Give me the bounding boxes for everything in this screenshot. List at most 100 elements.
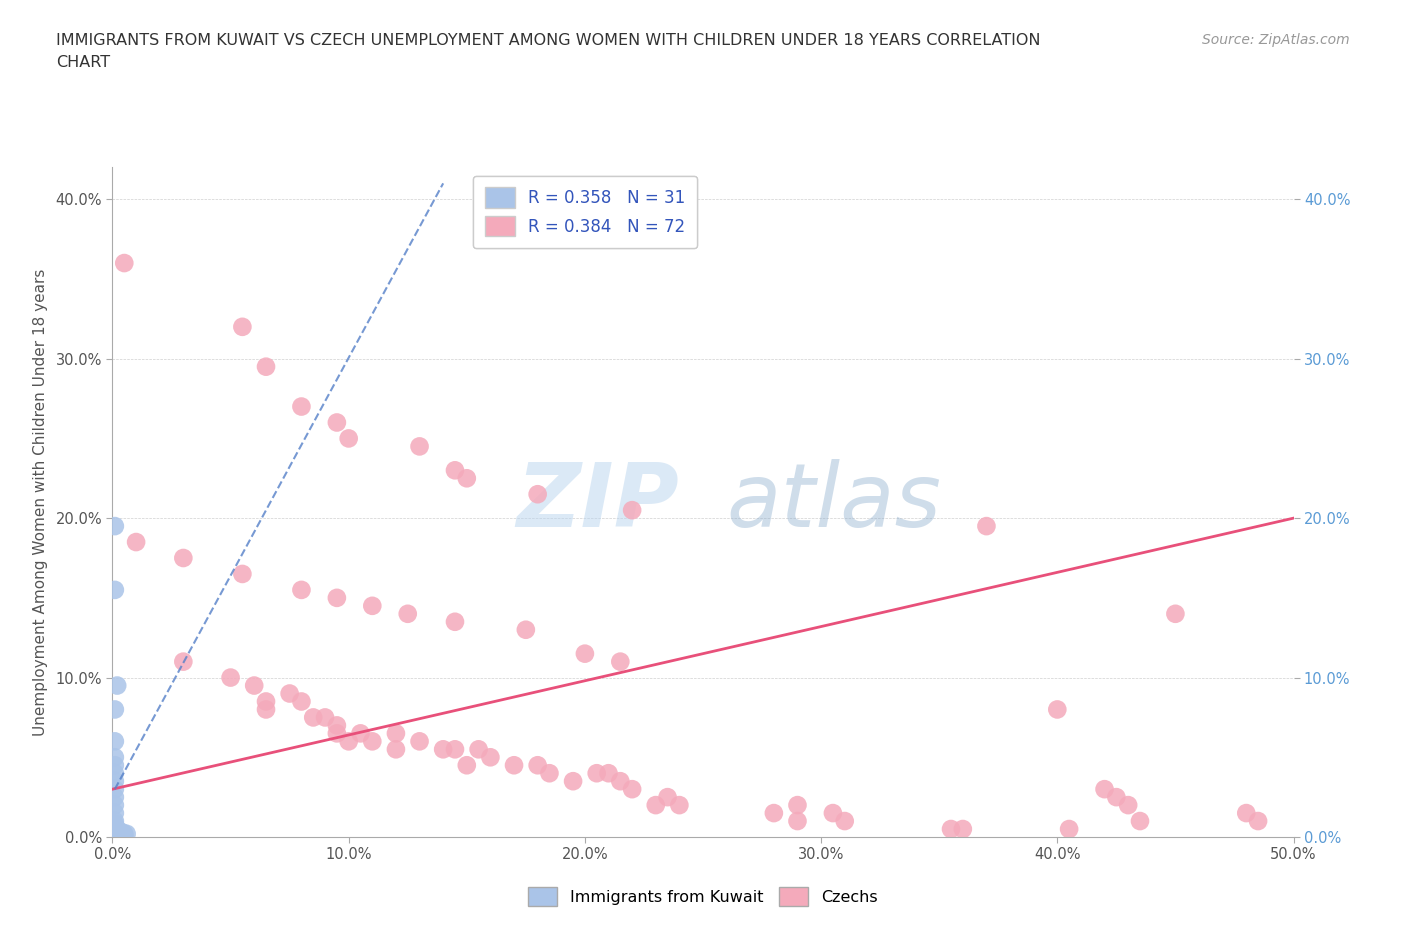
Point [432, 742, 454, 757]
Point [361, 598, 384, 613]
Point [585, 765, 607, 780]
Point [112, 256, 135, 271]
Text: atlas: atlas [727, 459, 942, 545]
Point [337, 431, 360, 445]
Point [104, 750, 127, 764]
Point [1247, 814, 1270, 829]
Point [219, 671, 242, 685]
Point [112, 827, 135, 842]
Point [1164, 606, 1187, 621]
Point [231, 319, 253, 334]
Point [112, 828, 135, 843]
Point [408, 734, 430, 749]
Point [104, 790, 127, 804]
Point [104, 817, 127, 831]
Point [456, 471, 478, 485]
Point [467, 742, 489, 757]
Point [105, 828, 128, 843]
Point [302, 710, 325, 724]
Point [361, 734, 384, 749]
Point [821, 805, 844, 820]
Point [105, 821, 128, 836]
Point [104, 805, 127, 820]
Point [526, 758, 548, 773]
Point [621, 782, 644, 797]
Point [290, 399, 312, 414]
Point [104, 758, 127, 773]
Point [1094, 782, 1116, 797]
Legend: Immigrants from Kuwait, Czechs: Immigrants from Kuwait, Czechs [522, 881, 884, 912]
Point [1129, 814, 1152, 829]
Point [621, 503, 644, 518]
Point [231, 566, 253, 581]
Point [444, 615, 467, 630]
Point [105, 827, 128, 842]
Point [108, 825, 131, 840]
Point [326, 415, 349, 430]
Point [408, 439, 430, 454]
Point [104, 519, 127, 534]
Point [385, 742, 408, 757]
Point [111, 825, 134, 840]
Point [326, 591, 349, 605]
Point [108, 828, 131, 843]
Point [834, 814, 856, 829]
Point [479, 750, 502, 764]
Point [290, 694, 312, 709]
Point [104, 814, 127, 829]
Point [290, 582, 312, 597]
Point [104, 774, 127, 789]
Point [598, 765, 620, 780]
Point [939, 821, 962, 836]
Point [105, 678, 128, 693]
Point [1105, 790, 1128, 804]
Point [952, 821, 974, 836]
Point [278, 686, 301, 701]
Point [104, 765, 127, 780]
Point [503, 758, 526, 773]
Text: IMMIGRANTS FROM KUWAIT VS CZECH UNEMPLOYMENT AMONG WOMEN WITH CHILDREN UNDER 18 : IMMIGRANTS FROM KUWAIT VS CZECH UNEMPLOY… [56, 33, 1040, 70]
Point [762, 805, 785, 820]
Point [609, 774, 631, 789]
Point [574, 646, 596, 661]
Point [657, 790, 679, 804]
Point [172, 654, 194, 669]
Point [349, 726, 371, 741]
Point [1234, 805, 1257, 820]
Point [104, 828, 127, 843]
Point [104, 825, 127, 840]
Point [254, 694, 277, 709]
Point [668, 798, 690, 813]
Point [609, 654, 631, 669]
Point [444, 463, 467, 478]
Point [515, 622, 537, 637]
Point [644, 798, 666, 813]
Point [396, 606, 419, 621]
Point [104, 782, 127, 797]
Point [108, 827, 131, 842]
Point [104, 702, 127, 717]
Legend: R = 0.358   N = 31, R = 0.384   N = 72: R = 0.358 N = 31, R = 0.384 N = 72 [472, 176, 697, 248]
Point [111, 827, 134, 842]
Point [337, 734, 360, 749]
Point [104, 830, 127, 844]
Point [1046, 702, 1069, 717]
Point [538, 765, 561, 780]
Point [104, 734, 127, 749]
Point [115, 827, 138, 842]
Point [1057, 821, 1080, 836]
Point [326, 726, 349, 741]
Point [172, 551, 194, 565]
Y-axis label: Unemployment Among Women with Children Under 18 years: Unemployment Among Women with Children U… [34, 269, 48, 736]
Point [385, 726, 408, 741]
Point [326, 718, 349, 733]
Text: Source: ZipAtlas.com: Source: ZipAtlas.com [1202, 33, 1350, 46]
Point [104, 798, 127, 813]
Point [526, 486, 548, 501]
Point [976, 519, 998, 534]
Point [125, 535, 148, 550]
Point [243, 678, 266, 693]
Point [562, 774, 585, 789]
Point [254, 702, 277, 717]
Point [254, 359, 277, 374]
